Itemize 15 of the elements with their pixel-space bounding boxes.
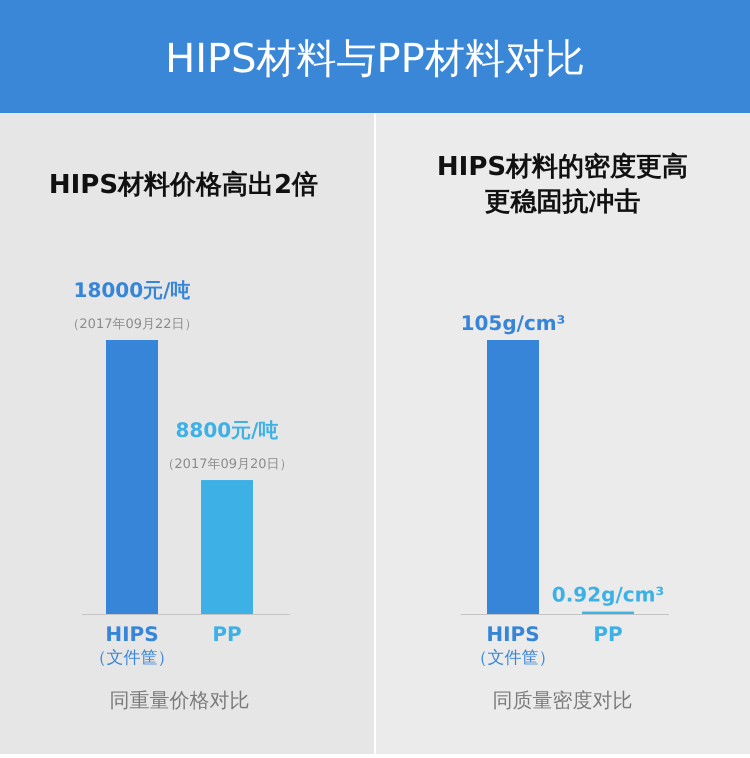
annotation: （2017年09月22日） (66, 317, 198, 332)
data-label: 0.92g/cm³ (552, 582, 664, 607)
chart-title: HIPS材料的密度更高更稳固抗冲击 (436, 152, 688, 217)
annotation: （2017年09月20日） (161, 457, 293, 472)
x-tick-label: PP (212, 622, 242, 646)
x-tick-label: PP (593, 622, 623, 646)
data-label: 18000元/吨 (74, 278, 190, 302)
data-label: 8800元/吨 (176, 418, 278, 442)
chart-subtitle: HIPS材料价格高出2倍 (48, 170, 318, 200)
x-axis-title: 同重量价格对比 (110, 688, 250, 712)
x-tick-label: HIPS （文件筐） (90, 622, 174, 668)
text: HIPS材料与PP材料对比 (165, 36, 585, 82)
data-label: 105g/cm³ (460, 311, 566, 335)
x-tick-label: HIPS （文件筐） (470, 622, 556, 668)
x-axis-title: 同质量密度对比 (492, 688, 632, 712)
